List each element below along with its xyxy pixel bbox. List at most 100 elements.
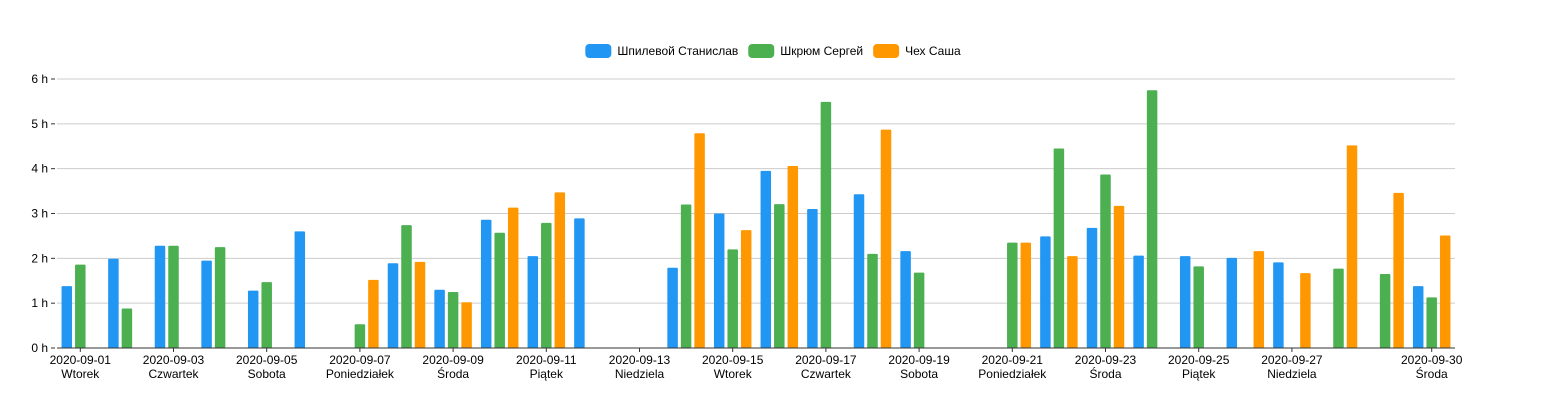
bar-2020-09-28-series-1 — [1333, 268, 1344, 348]
bar-2020-09-30-series-1 — [1426, 297, 1437, 348]
bar-2020-09-24-series-1 — [1146, 90, 1158, 348]
x-tick-label: 2020-09-07 — [329, 353, 391, 367]
bar-2020-09-10-series-2 — [507, 207, 519, 348]
x-tick-day-label: Piątek — [530, 367, 564, 381]
legend-label: Чех Саша — [905, 44, 961, 58]
bar-2020-09-23-series-0 — [1086, 227, 1098, 348]
bar-2020-09-11-series-2 — [554, 192, 566, 348]
y-tick-label: 1 h — [31, 296, 48, 310]
x-tick-label: 2020-09-09 — [422, 353, 484, 367]
bar-2020-09-27-series-0 — [1273, 262, 1284, 348]
bar-2020-09-26-series-0 — [1226, 257, 1238, 348]
bar-2020-09-23-series-2 — [1113, 205, 1125, 348]
legend-swatch — [873, 44, 900, 58]
bar-2020-09-22-series-2 — [1067, 256, 1078, 348]
bar-2020-09-03-series-0 — [154, 245, 166, 348]
x-tick-day-label: Środa — [437, 366, 469, 381]
bar-2020-09-08-series-2 — [414, 261, 426, 348]
y-tick-label: 0 h — [31, 341, 48, 355]
legend-item[interactable]: Шкрюм Сергей — [748, 44, 863, 58]
x-tick-day-label: Niedziela — [1267, 367, 1317, 381]
bar-2020-09-27-series-2 — [1300, 273, 1311, 348]
bar-2020-09-18-series-2 — [880, 129, 892, 348]
x-axis: 2020-09-01Wtorek2020-09-03Czwartek2020-0… — [50, 347, 1463, 381]
bar-2020-09-22-series-0 — [1040, 236, 1051, 348]
x-tick-day-label: Sobota — [248, 367, 286, 381]
bar-2020-09-15-series-0 — [713, 213, 725, 348]
bar-2020-09-18-series-1 — [867, 253, 878, 348]
bar-2020-09-23-series-1 — [1100, 174, 1111, 348]
bar-2020-09-30-series-0 — [1412, 286, 1424, 348]
bar-2020-09-10-series-1 — [494, 232, 505, 348]
bar-2020-09-22-series-1 — [1053, 148, 1065, 348]
x-tick-label: 2020-09-15 — [702, 353, 764, 367]
bar-2020-09-21-series-1 — [1007, 242, 1018, 348]
legend-label: Шкрюм Сергей — [780, 44, 863, 58]
bar-2020-09-19-series-1 — [913, 272, 925, 348]
bar-2020-09-08-series-0 — [387, 263, 399, 348]
y-tick-label: 2 h — [31, 251, 48, 265]
bar-2020-09-25-series-0 — [1179, 256, 1191, 348]
bar-2020-09-25-series-1 — [1193, 266, 1204, 348]
y-grid — [57, 78, 1455, 349]
legend-label: Шпилевой Станислав — [617, 44, 738, 58]
bar-2020-09-24-series-0 — [1133, 255, 1144, 348]
bar-2020-09-01-series-1 — [75, 264, 86, 348]
bar-2020-09-07-series-1 — [354, 324, 366, 348]
x-tick-label: 2020-09-30 — [1401, 353, 1463, 367]
x-tick-day-label: Poniedziałek — [326, 367, 395, 381]
bar-2020-09-14-series-2 — [694, 133, 705, 348]
bar-2020-09-03-series-1 — [168, 245, 179, 348]
bars — [61, 90, 1451, 349]
bar-2020-09-14-series-0 — [667, 267, 678, 348]
x-tick-day-label: Poniedziałek — [978, 367, 1047, 381]
y-tick-label: 3 h — [31, 207, 48, 221]
bar-2020-09-29-series-2 — [1393, 192, 1404, 348]
bar-2020-09-17-series-1 — [820, 101, 832, 349]
legend-item[interactable]: Чех Саша — [873, 44, 961, 58]
x-tick-day-label: Wtorek — [714, 367, 753, 381]
bar-2020-09-02-series-0 — [108, 258, 119, 348]
x-tick-day-label: Czwartek — [801, 367, 852, 381]
x-tick-label: 2020-09-23 — [1075, 353, 1137, 367]
bar-2020-09-05-series-0 — [247, 290, 259, 348]
x-tick-day-label: Sobota — [900, 367, 938, 381]
bar-2020-09-01-series-0 — [61, 286, 73, 348]
bar-2020-09-16-series-0 — [760, 170, 772, 348]
bar-2020-09-28-series-2 — [1346, 145, 1358, 348]
legend-swatch — [748, 44, 775, 58]
bar-2020-09-10-series-0 — [480, 219, 492, 348]
x-tick-label: 2020-09-27 — [1261, 353, 1323, 367]
x-tick-label: 2020-09-19 — [888, 353, 950, 367]
bar-2020-09-06-series-0 — [294, 231, 306, 348]
x-tick-label: 2020-09-17 — [795, 353, 857, 367]
legend-swatch — [585, 44, 612, 58]
x-tick-day-label: Wtorek — [61, 367, 100, 381]
bar-2020-09-04-series-1 — [214, 247, 226, 348]
bar-2020-09-02-series-1 — [121, 308, 133, 348]
bar-2020-09-11-series-1 — [541, 222, 552, 348]
x-tick-day-label: Środa — [1089, 366, 1121, 381]
bar-2020-09-15-series-2 — [740, 230, 752, 348]
x-tick-label: 2020-09-01 — [50, 353, 112, 367]
bar-2020-09-19-series-0 — [900, 251, 911, 348]
bar-2020-09-18-series-0 — [853, 194, 865, 348]
x-tick-label: 2020-09-13 — [609, 353, 671, 367]
x-tick-label: 2020-09-05 — [236, 353, 298, 367]
y-tick-label: 6 h — [31, 72, 48, 86]
bar-2020-09-21-series-2 — [1020, 242, 1032, 348]
bar-2020-09-07-series-2 — [368, 279, 379, 348]
x-tick-day-label: Niedziela — [615, 367, 665, 381]
bar-2020-09-16-series-1 — [774, 204, 785, 348]
legend-item[interactable]: Шпилевой Станислав — [585, 44, 738, 58]
bar-2020-09-09-series-0 — [434, 289, 445, 348]
y-axis: 0 h 1 h 2 h 3 h 4 h 5 h 6 h — [31, 72, 55, 355]
bar-2020-09-26-series-2 — [1253, 251, 1265, 348]
bar-2020-09-11-series-0 — [527, 256, 539, 348]
x-tick-label: 2020-09-11 — [516, 353, 577, 367]
bar-2020-09-04-series-0 — [201, 260, 212, 348]
bar-2020-09-09-series-1 — [447, 291, 459, 348]
y-tick-label: 4 h — [31, 162, 48, 176]
